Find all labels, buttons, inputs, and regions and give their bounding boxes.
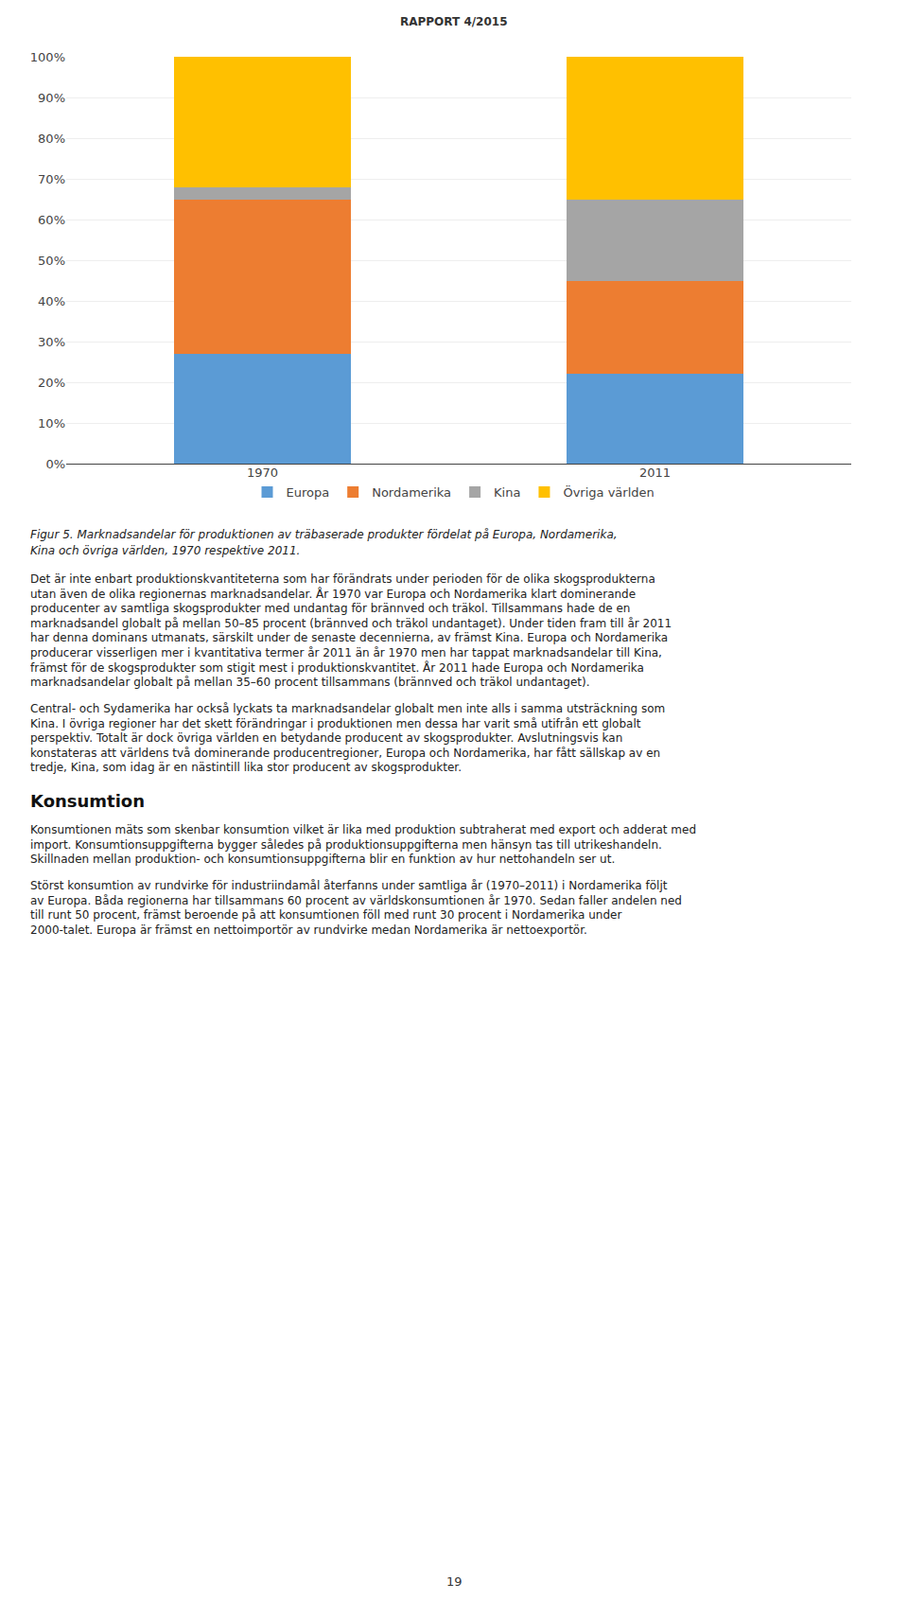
svg-text:Europa: Europa	[286, 485, 331, 500]
svg-text:0%: 0%	[45, 456, 66, 472]
svg-text:70%: 70%	[37, 172, 66, 187]
svg-text:Konsumtionen mäts som skenbar: Konsumtionen mäts som skenbar konsumtion…	[30, 822, 697, 866]
svg-text:40%: 40%	[37, 294, 66, 309]
svg-text:Figur 5. Marknadsandelar för p: Figur 5. Marknadsandelar för produktione…	[30, 527, 618, 542]
svg-text:19: 19	[446, 1573, 463, 1589]
svg-text:Störst konsumtion av rundvirke: Störst konsumtion av rundvirke för indus…	[30, 878, 682, 937]
svg-text:60%: 60%	[37, 212, 66, 227]
svg-text:90%: 90%	[37, 90, 66, 105]
svg-text:2011: 2011	[639, 465, 671, 480]
svg-text:Konsumtion: Konsumtion	[30, 790, 145, 811]
svg-text:100%: 100%	[30, 50, 66, 65]
svg-text:Nordamerika: Nordamerika	[371, 485, 452, 500]
svg-text:Kina och övriga världen, 1970: Kina och övriga världen, 1970 respektive…	[30, 543, 300, 558]
svg-text:30%: 30%	[37, 334, 66, 350]
svg-text:Kina: Kina	[493, 485, 521, 500]
svg-text:Det är inte enbart produktions: Det är inte enbart produktionskvantitete…	[30, 572, 672, 689]
svg-text:Central- och Sydamerika har oc: Central- och Sydamerika har också lyckat…	[30, 701, 665, 774]
svg-text:80%: 80%	[37, 131, 66, 146]
svg-text:1970: 1970	[246, 465, 279, 480]
svg-text:50%: 50%	[37, 253, 66, 268]
svg-text:RAPPORT 4/2015: RAPPORT 4/2015	[400, 15, 508, 29]
svg-text:20%: 20%	[37, 375, 66, 390]
svg-text:Övriga världen: Övriga världen	[562, 484, 654, 500]
svg-text:10%: 10%	[37, 416, 66, 431]
